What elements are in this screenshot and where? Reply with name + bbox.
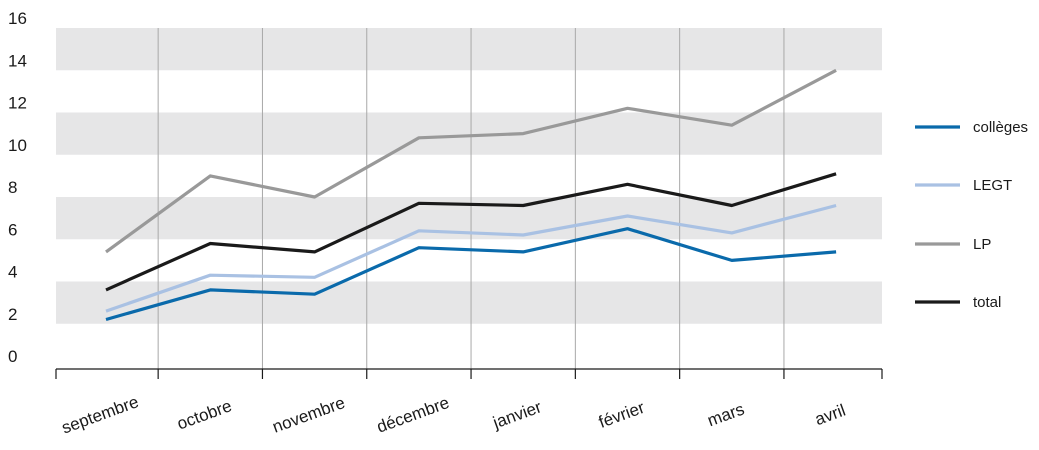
series-lines [105,68,837,322]
series-line-total [105,172,837,292]
y-tick-label: 10 [8,136,27,155]
x-tick-label: janvier [490,397,545,432]
y-tick-label: 12 [8,94,27,113]
x-tick-label: mars [705,399,747,430]
y-tick-label: 6 [8,220,17,239]
legend: collèges LEGT LP total [915,119,1028,311]
grid-band [56,112,882,155]
vertical-gridlines [157,28,785,369]
y-tick-label: 14 [8,51,27,70]
y-tick-label: 0 [8,347,17,366]
legend-label-LP: LP [973,236,991,253]
x-axis [55,368,883,379]
grid-band [56,281,882,324]
x-tick-label: avril [812,401,848,430]
series-line-LP [105,68,837,254]
series-line-collèges [105,227,837,322]
legend-label-collèges: collèges [973,119,1028,136]
grid-bands [56,28,882,324]
y-tick-label: 8 [8,178,17,197]
series-line-LEGT [105,203,837,313]
y-tick-label: 2 [8,305,17,324]
y-tick-label: 4 [8,263,17,282]
x-tick-labels: septembre octobre novembre décembre janvier f… [59,392,848,437]
x-tick-label: novembre [270,393,348,437]
x-tick-label: décembre [374,393,452,437]
y-tick-labels: 0 2 4 6 8 10 12 14 16 [8,9,27,366]
grid-band [56,28,882,71]
y-tick-label: 16 [8,9,27,28]
legend-label-total: total [973,294,1001,311]
x-tick-label: octobre [175,396,235,433]
legend-label-LEGT: LEGT [973,177,1012,194]
x-tick-label: février [596,398,647,432]
x-tick-label: septembre [59,392,141,437]
